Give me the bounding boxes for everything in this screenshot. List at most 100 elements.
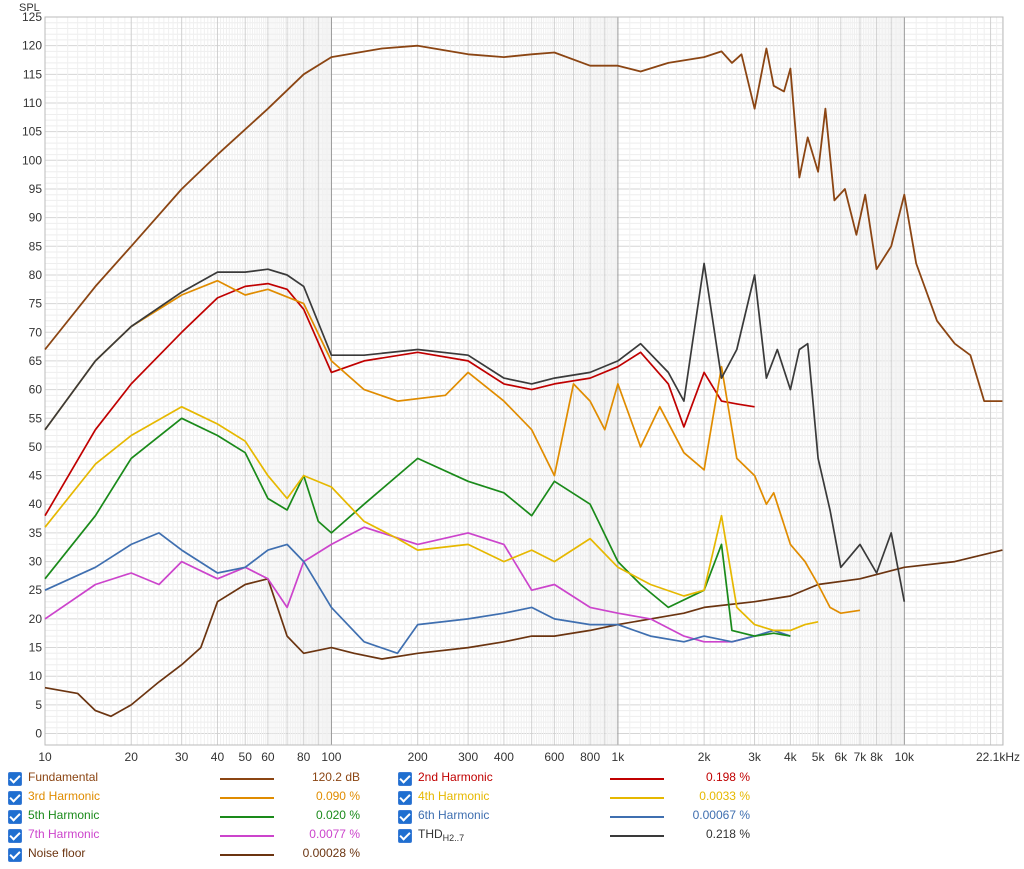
legend-value: 0.0077 %	[309, 827, 360, 841]
x-tick-label: 10	[38, 750, 52, 764]
legend-value: 0.198 %	[705, 770, 750, 784]
series-line-5th-harmonic	[44, 417, 791, 637]
legend-label: 4th Harmonic	[418, 789, 490, 803]
legend-item[interactable]: Fundamental 120.2 dB	[8, 770, 368, 789]
y-tick-label: 75	[29, 297, 43, 311]
legend-item[interactable]: 6th Harmonic 0.00067 %	[398, 808, 758, 827]
x-tick-label: 600	[544, 750, 564, 764]
legend-item[interactable]: Noise floor 0.00028 %	[8, 846, 368, 865]
y-tick-label: 125	[22, 10, 42, 24]
x-tick-label: 10k	[895, 750, 915, 764]
legend-checkbox[interactable]	[398, 829, 412, 843]
legend-value: 120.2 dB	[311, 770, 360, 784]
legend-checkbox[interactable]	[398, 791, 412, 805]
x-tick-label: 22.1kHz	[976, 750, 1020, 764]
legend-label-subscript: H2..7	[442, 833, 465, 843]
legend-checkbox[interactable]	[8, 848, 22, 862]
y-tick-label: 25	[29, 583, 43, 597]
series-line-2nd-harmonic	[44, 282, 755, 517]
legend-item[interactable]: 4th Harmonic 0.0033 %	[398, 789, 758, 808]
y-tick-label: 100	[22, 153, 42, 167]
legend-checkbox[interactable]	[398, 772, 412, 786]
legend-label: 3rd Harmonic	[28, 789, 101, 803]
legend-checkbox[interactable]	[8, 772, 22, 786]
legend-item[interactable]: 7th Harmonic 0.0077 %	[8, 827, 368, 846]
legend-item[interactable]: 2nd Harmonic 0.198 %	[398, 770, 758, 789]
y-tick-label: 0	[35, 727, 42, 741]
x-tick-label: 3k	[748, 750, 762, 764]
x-tick-label: 4k	[784, 750, 798, 764]
legend-item[interactable]: 5th Harmonic 0.020 %	[8, 808, 368, 827]
legend-value: 0.0033 %	[699, 789, 750, 803]
x-tick-label: 30	[175, 750, 189, 764]
legend-value: 0.00067 %	[692, 808, 750, 822]
legend-swatch	[220, 816, 274, 818]
legend-value: 0.00028 %	[302, 846, 360, 860]
legend-swatch	[610, 816, 664, 818]
legend-label: 7th Harmonic	[28, 827, 100, 841]
y-tick-labels: 0 5 10 15 20 25 30 35 40 45 50 55 60 65 70 75 80 85 90 95 10…	[22, 10, 42, 741]
y-tick-label: 95	[29, 182, 43, 196]
y-tick-label: 80	[29, 268, 43, 282]
x-tick-label: 100	[321, 750, 341, 764]
x-tick-label: 5k	[812, 750, 826, 764]
legend-label: 2nd Harmonic	[418, 770, 493, 784]
y-tick-label: 15	[29, 641, 43, 655]
chart-grid	[44, 16, 1003, 745]
series-line-thd-h2-7	[44, 262, 906, 602]
y-tick-label: 55	[29, 411, 43, 425]
x-tick-label: 20	[125, 750, 139, 764]
legend-swatch	[220, 835, 274, 837]
x-tick-label: 1k	[612, 750, 626, 764]
legend-checkbox[interactable]	[8, 791, 22, 805]
legend-swatch	[220, 797, 274, 799]
x-tick-labels: 10 20 30 40 50 60 80 100 200 300 400 600 800 1k 2k 3k 4k…	[38, 750, 1020, 764]
legend-label: Fundamental	[28, 770, 99, 784]
series-line-fundamental	[44, 44, 1003, 402]
y-tick-label: 60	[29, 383, 43, 397]
y-tick-label: 85	[29, 239, 43, 253]
y-tick-label: 45	[29, 469, 43, 483]
legend-item[interactable]: 3rd Harmonic 0.090 %	[8, 789, 368, 808]
y-tick-label: 115	[23, 67, 42, 81]
y-tick-label: 90	[29, 211, 43, 225]
legend-item[interactable]: THDH2..7 0.218 %	[398, 827, 758, 846]
y-tick-label: 110	[23, 96, 42, 110]
x-tick-label: 800	[580, 750, 600, 764]
y-tick-label: 105	[22, 125, 42, 139]
legend-value: 0.020 %	[315, 808, 360, 822]
y-tick-label: 35	[29, 526, 43, 540]
y-tick-label: 65	[29, 354, 43, 368]
legend-swatch	[220, 854, 274, 856]
y-tick-label: 40	[29, 497, 43, 511]
legend-checkbox[interactable]	[8, 829, 22, 843]
legend-label: 5th Harmonic	[28, 808, 100, 822]
x-tick-label: 300	[458, 750, 478, 764]
x-tick-label: 50	[239, 750, 253, 764]
x-tick-label: 60	[261, 750, 275, 764]
legend-value: 0.218 %	[705, 827, 750, 841]
y-tick-label: 70	[29, 325, 43, 339]
series-line-4th-harmonic	[44, 405, 819, 632]
legend-label: Noise floor	[28, 846, 86, 860]
series-line-3rd-harmonic	[44, 279, 861, 615]
y-tick-label: 50	[29, 440, 43, 454]
plot-frame	[44, 16, 1004, 746]
legend-checkbox[interactable]	[8, 810, 22, 824]
x-tick-label: 2k	[698, 750, 712, 764]
x-tick-label: 7k	[854, 750, 868, 764]
y-tick-label: 20	[29, 612, 43, 626]
series-line-noise-floor	[44, 549, 1003, 718]
y-tick-label: 10	[29, 669, 43, 683]
x-tick-label: 400	[494, 750, 514, 764]
legend-label: 6th Harmonic	[418, 808, 490, 822]
legend-value: 0.090 %	[315, 789, 360, 803]
x-tick-label: 80	[297, 750, 311, 764]
x-tick-label: 40	[211, 750, 225, 764]
x-tick-label: 8k	[870, 750, 884, 764]
legend-swatch	[610, 778, 664, 780]
legend-swatch	[610, 835, 664, 837]
legend-checkbox[interactable]	[398, 810, 412, 824]
